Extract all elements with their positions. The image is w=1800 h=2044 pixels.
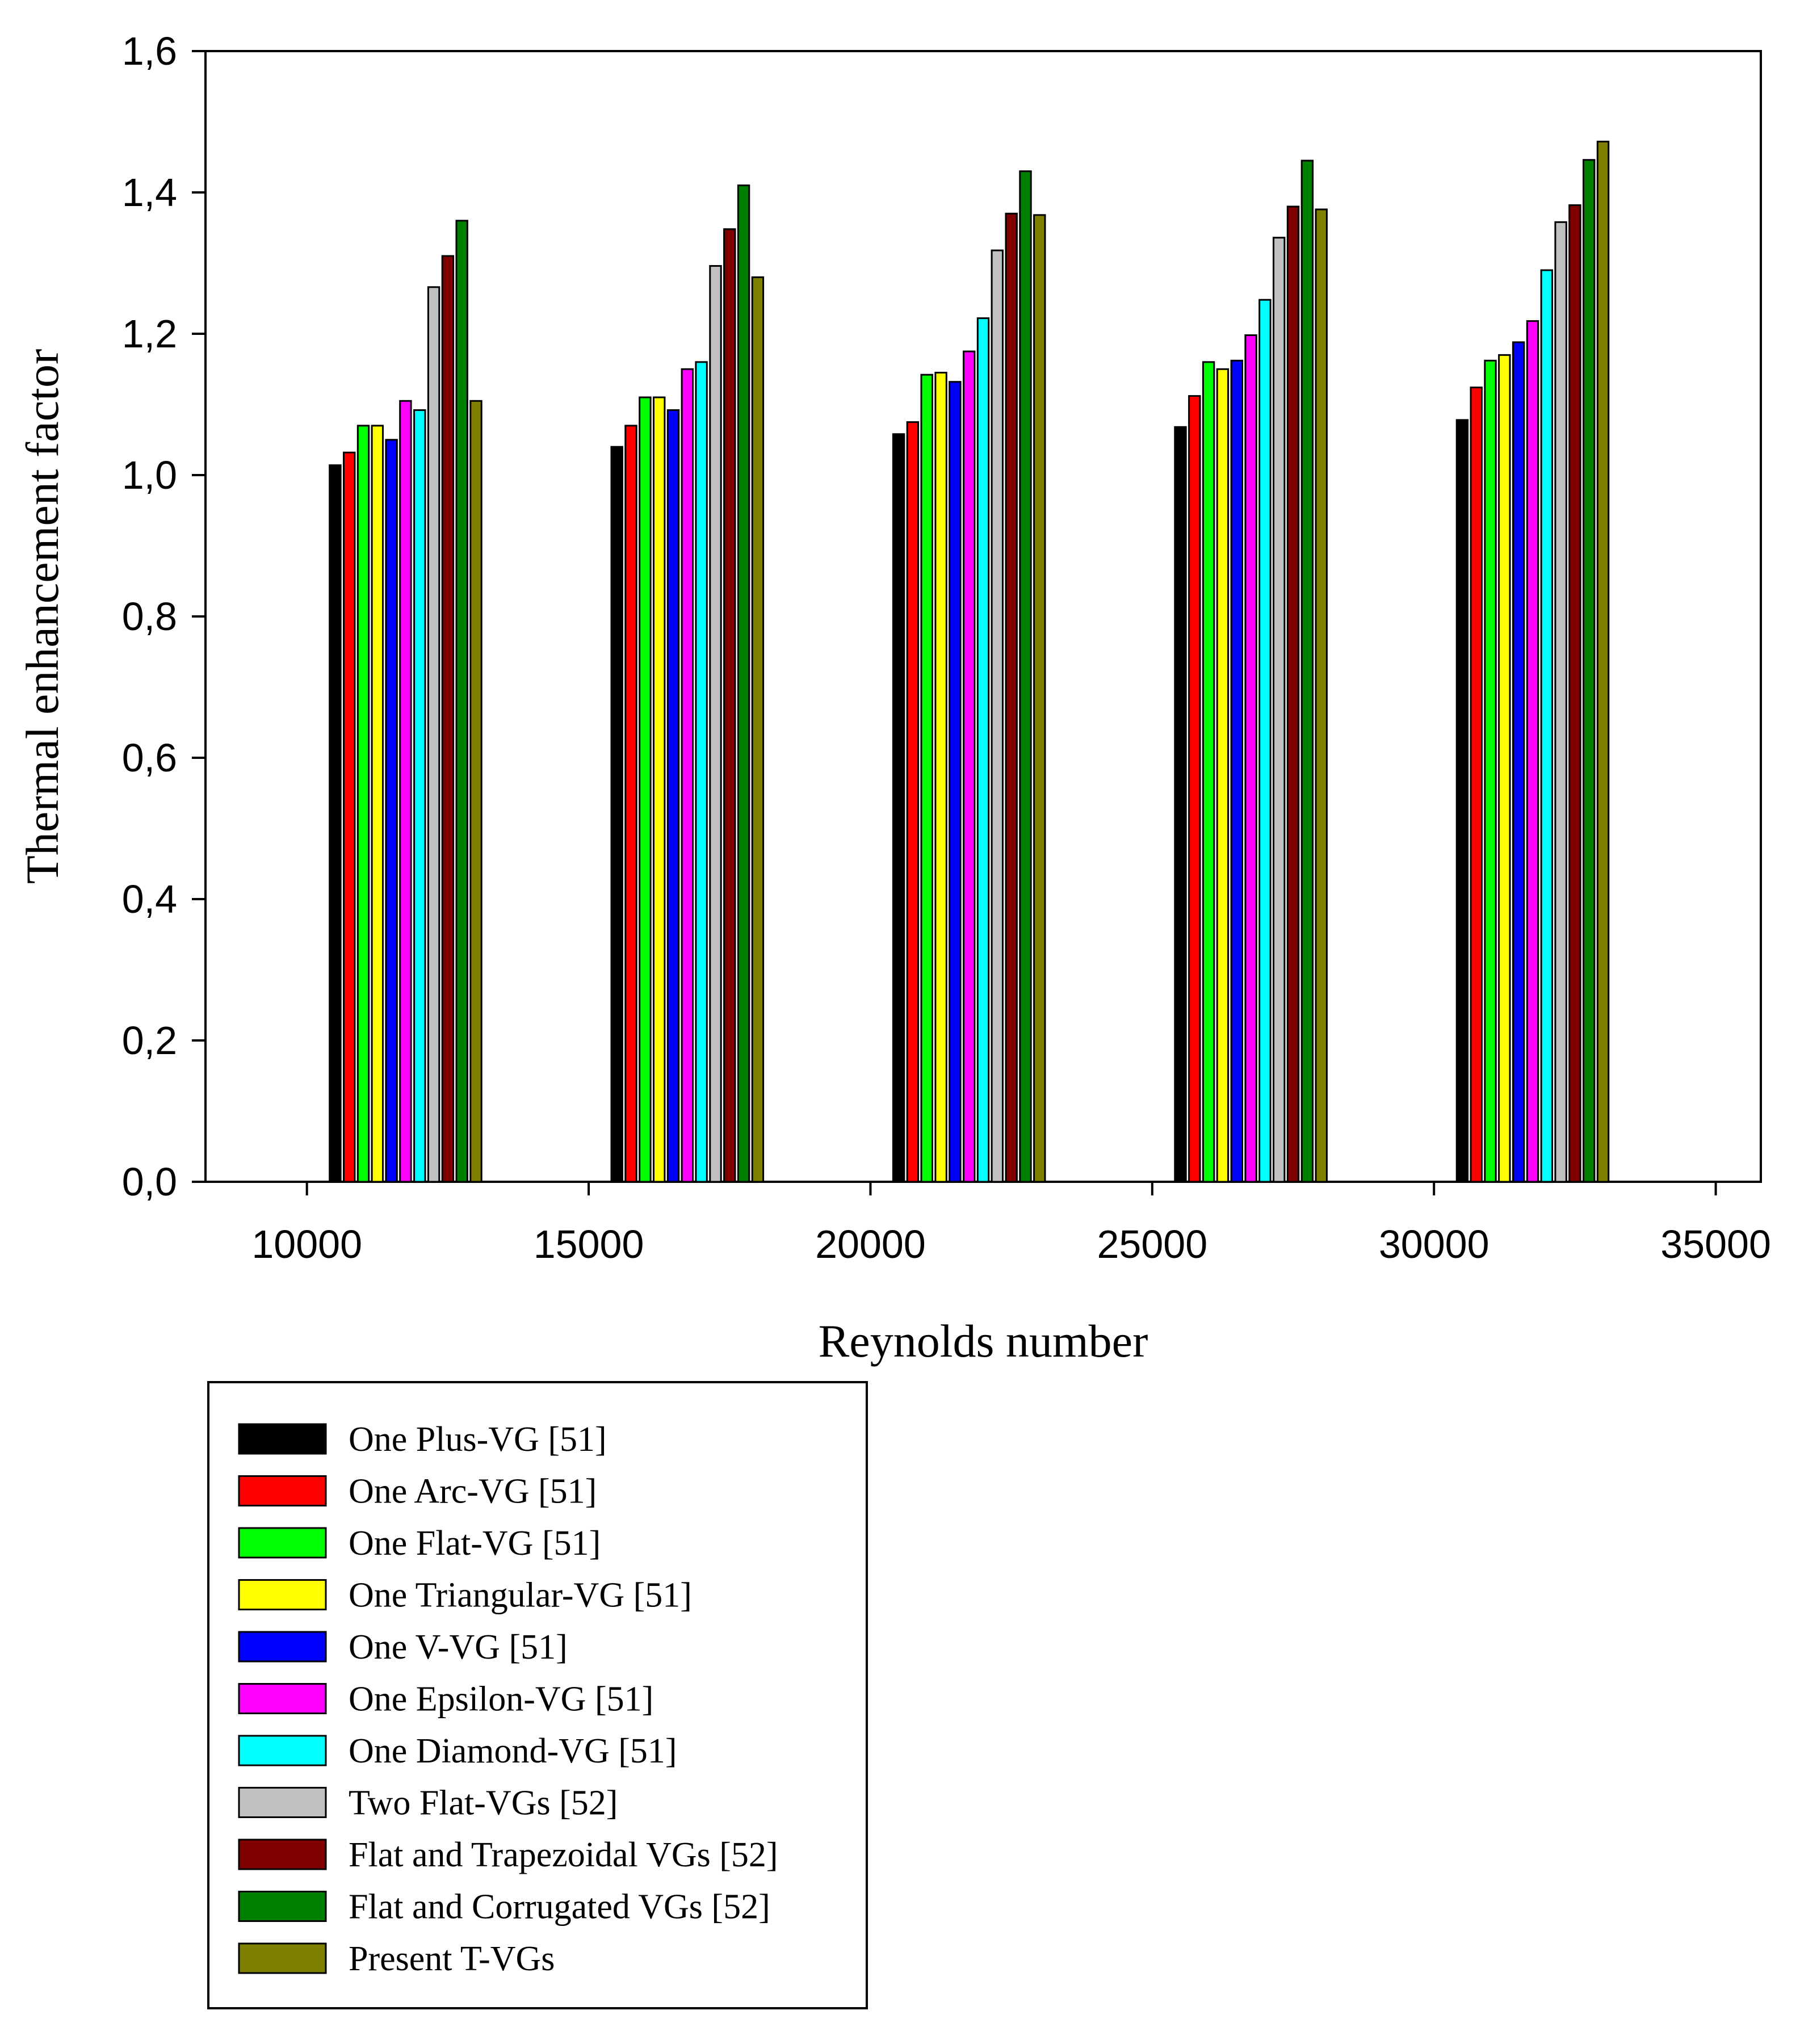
- bar-re25000-series-1: [1188, 395, 1201, 1183]
- legend-swatch-1: [238, 1475, 327, 1506]
- legend-label-4: One V-VG [51]: [349, 1628, 568, 1667]
- legend-label-10: Present T-VGs: [349, 1940, 555, 1978]
- bar-re20000-series-4: [949, 381, 962, 1183]
- x-tick-label-20000: 20000: [815, 1222, 926, 1266]
- x-tick-label-25000: 25000: [1097, 1222, 1207, 1266]
- bar-re15000-series-6: [695, 361, 708, 1183]
- x-tick-label-30000: 30000: [1379, 1222, 1489, 1266]
- bar-re25000-series-4: [1230, 359, 1244, 1183]
- y-tick-label-3: 0,6: [122, 736, 177, 780]
- y-tick-label-0: 0,0: [122, 1160, 177, 1204]
- legend-label-2: One Flat-VG [51]: [349, 1524, 601, 1563]
- y-tick-label-1: 0,2: [122, 1018, 177, 1063]
- bar-re25000-series-10: [1315, 208, 1328, 1183]
- bar-re30000-series-9: [1583, 159, 1596, 1183]
- bar-re30000-series-5: [1526, 320, 1539, 1183]
- bar-re15000-series-2: [639, 396, 652, 1183]
- legend-label-9: Flat and Corrugated VGs [52]: [349, 1888, 770, 1927]
- bar-re10000-series-5: [399, 400, 412, 1183]
- legend-label-6: One Diamond-VG [51]: [349, 1732, 677, 1770]
- y-tick-label-6: 1,2: [122, 312, 177, 356]
- bar-re20000-series-9: [1019, 170, 1032, 1183]
- bar-re30000-series-10: [1596, 140, 1610, 1183]
- legend-label-5: One Epsilon-VG [51]: [349, 1680, 653, 1719]
- x-axis: 10000 15000 20000 25000 30000 35000: [251, 1182, 1771, 1266]
- legend-swatch-5: [238, 1683, 327, 1714]
- legend-label-1: One Arc-VG [51]: [349, 1472, 597, 1511]
- bar-re15000-series-9: [737, 184, 750, 1183]
- legend-swatch-0: [238, 1423, 327, 1455]
- bar-re25000-series-5: [1244, 334, 1257, 1183]
- bar-re25000-series-6: [1258, 299, 1272, 1183]
- y-tick-label-5: 1,0: [122, 453, 177, 497]
- bar-re30000-series-6: [1540, 269, 1554, 1183]
- bar-re10000-series-4: [385, 439, 398, 1183]
- legend-label-7: Two Flat-VGs [52]: [349, 1784, 618, 1823]
- bar-re25000-series-8: [1286, 205, 1300, 1183]
- bar-re15000-series-8: [723, 228, 736, 1183]
- legend: One Plus-VG [51] One Arc-VG [51] One Flat-…: [238, 1420, 778, 1978]
- bar-re20000-series-7: [991, 249, 1004, 1183]
- x-tick-label-15000: 15000: [534, 1222, 644, 1266]
- bar-re20000-series-0: [892, 433, 905, 1183]
- bar-re10000-series-6: [413, 409, 426, 1183]
- bar-re15000-series-0: [610, 446, 623, 1183]
- legend-swatch-10: [238, 1942, 327, 1974]
- y-tick-label-7: 1,4: [122, 170, 177, 215]
- bar-re15000-series-7: [709, 265, 722, 1183]
- bar-re20000-series-10: [1033, 214, 1046, 1183]
- bar-re30000-series-1: [1470, 387, 1483, 1183]
- legend-swatch-6: [238, 1735, 327, 1766]
- bar-re20000-series-6: [976, 317, 990, 1183]
- x-tick-label-35000: 35000: [1660, 1222, 1771, 1266]
- legend-swatch-7: [238, 1787, 327, 1818]
- y-tick-label-8: 1,6: [122, 29, 177, 73]
- bar-re10000-series-2: [356, 425, 370, 1183]
- bar-re20000-series-2: [920, 373, 933, 1183]
- y-axis: 0,0 0,2 0,4 0,6 0,8 1,0 1,2 1,4 1,6: [122, 29, 205, 1204]
- bar-re10000-series-8: [441, 255, 455, 1183]
- legend-label-3: One Triangular-VG [51]: [349, 1576, 692, 1615]
- y-tick-label-2: 0,4: [122, 877, 177, 921]
- legend-swatch-4: [238, 1631, 327, 1663]
- legend-label-0: One Plus-VG [51]: [349, 1420, 607, 1459]
- bar-re10000-series-7: [427, 286, 440, 1183]
- bar-re30000-series-3: [1498, 354, 1511, 1183]
- x-tick-label-10000: 10000: [251, 1222, 362, 1266]
- legend-swatch-3: [238, 1579, 327, 1610]
- bar-re30000-series-7: [1554, 221, 1567, 1183]
- legend-label-8: Flat and Trapezoidal VGs [52]: [349, 1836, 778, 1874]
- bar-re20000-series-5: [963, 350, 976, 1183]
- y-tick-label-4: 0,8: [122, 594, 177, 639]
- bar-re15000-series-3: [653, 396, 666, 1183]
- bar-re30000-series-4: [1512, 341, 1525, 1183]
- bar-re30000-series-2: [1484, 359, 1497, 1183]
- bar-re30000-series-0: [1455, 419, 1469, 1183]
- y-axis-title: Thermal enhancement factor: [16, 349, 68, 884]
- bar-re20000-series-1: [906, 421, 920, 1183]
- legend-swatch-2: [238, 1527, 327, 1559]
- bar-re15000-series-1: [624, 425, 637, 1183]
- legend-swatch-8: [238, 1839, 327, 1870]
- bar-re20000-series-8: [1005, 212, 1018, 1183]
- bar-re30000-series-8: [1568, 204, 1581, 1183]
- bar-re10000-series-3: [371, 425, 384, 1183]
- bar-re15000-series-10: [751, 276, 765, 1183]
- x-axis-title: Reynolds number: [819, 1315, 1148, 1367]
- bar-re10000-series-10: [469, 400, 482, 1183]
- bar-re15000-series-5: [681, 368, 694, 1183]
- bar-re20000-series-3: [934, 372, 947, 1183]
- bar-re15000-series-4: [666, 409, 680, 1183]
- bar-re25000-series-7: [1273, 237, 1286, 1183]
- bar-re10000-series-1: [343, 451, 356, 1183]
- legend-swatch-9: [238, 1891, 327, 1922]
- bar-re10000-series-0: [329, 464, 342, 1183]
- bar-re25000-series-3: [1216, 368, 1230, 1183]
- bars-layer: [329, 140, 1610, 1183]
- bar-re25000-series-0: [1174, 426, 1187, 1183]
- bar-re10000-series-9: [455, 220, 468, 1183]
- bar-re25000-series-9: [1300, 160, 1314, 1183]
- bar-re25000-series-2: [1202, 361, 1215, 1183]
